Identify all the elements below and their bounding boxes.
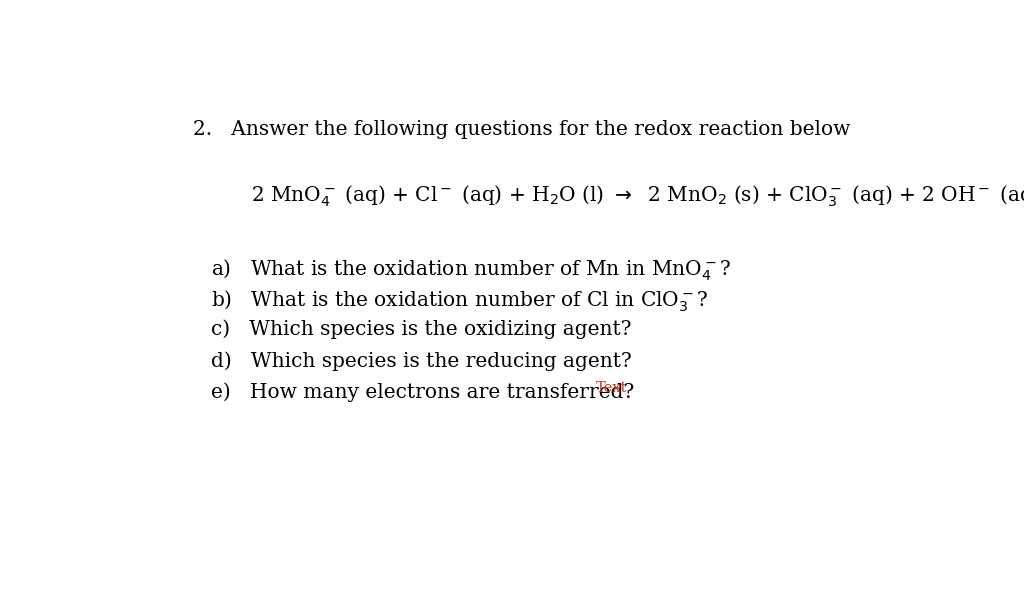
Text: a)   What is the oxidation number of Mn in MnO$_4^-$?: a) What is the oxidation number of Mn in… [211, 257, 731, 283]
Text: 2.   Answer the following questions for the redox reaction below: 2. Answer the following questions for th… [194, 120, 851, 139]
Text: Text: Text [596, 381, 628, 395]
Text: 2 MnO$_4^-$ (aq) + Cl$^-$ (aq) + H$_2$O (l) $\rightarrow$  2 MnO$_2$ (s) + ClO$_: 2 MnO$_4^-$ (aq) + Cl$^-$ (aq) + H$_2$O … [251, 184, 1024, 209]
Text: e)   How many electrons are transferred?: e) How many electrons are transferred? [211, 382, 635, 402]
Text: c)   Which species is the oxidizing agent?: c) Which species is the oxidizing agent? [211, 320, 632, 340]
Text: b)   What is the oxidation number of Cl in ClO$_3^-$?: b) What is the oxidation number of Cl in… [211, 288, 709, 314]
Text: d)   Which species is the reducing agent?: d) Which species is the reducing agent? [211, 351, 632, 371]
